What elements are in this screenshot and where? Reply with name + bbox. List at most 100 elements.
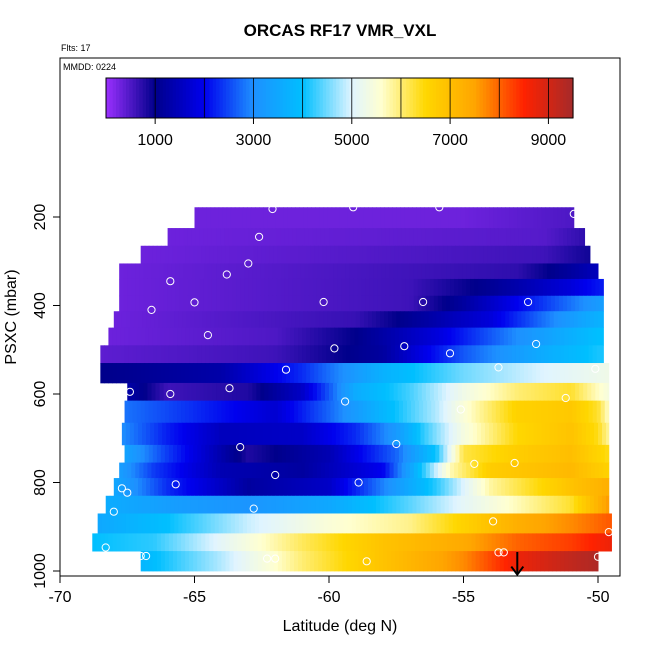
colorbar-swatch [262, 78, 267, 118]
heatmap-cell [167, 263, 173, 280]
heatmap-cell [125, 513, 131, 534]
heatmap-cell [409, 295, 415, 312]
colorbar-swatch [352, 78, 357, 118]
heatmap-cell [318, 400, 323, 424]
heatmap-cell [485, 495, 490, 514]
heatmap-cell [402, 444, 408, 463]
heatmap-cell [606, 513, 611, 534]
colorbar-swatch [482, 78, 487, 118]
heatmap-cell [522, 263, 528, 280]
heatmap-cell [436, 422, 442, 446]
heatmap-cell [382, 245, 388, 264]
heatmap-cell [545, 311, 551, 329]
heatmap-cell [279, 207, 284, 229]
heatmap-cell [347, 422, 353, 446]
heatmap-cell [511, 363, 517, 384]
heatmap-cell [592, 345, 598, 364]
heatmap-cell [394, 327, 400, 346]
heatmap-cell [377, 263, 382, 280]
heatmap-cell [337, 295, 342, 312]
heatmap-cell [290, 363, 295, 384]
heatmap-cell [511, 551, 517, 572]
heatmap-cell [234, 422, 240, 446]
heatmap-cell [401, 263, 407, 280]
heatmap-cell [277, 551, 283, 572]
heatmap-cell [548, 533, 553, 552]
heatmap-cell [377, 295, 382, 312]
heatmap-cell [436, 495, 442, 514]
colorbar-swatch [206, 78, 211, 118]
heatmap-cell [214, 311, 220, 329]
heatmap-cell [413, 382, 419, 402]
heatmap-cell [216, 228, 221, 247]
heatmap-cell [237, 444, 243, 463]
heatmap-cell [571, 295, 576, 312]
colorbar-swatch [286, 78, 291, 118]
heatmap-cell [296, 462, 302, 479]
heatmap-cell [152, 363, 158, 384]
heatmap-cell [287, 495, 292, 514]
heatmap-cell [405, 382, 411, 402]
heatmap-cell [256, 228, 261, 247]
heatmap-cell [350, 327, 356, 346]
heatmap-cell [495, 400, 501, 424]
heatmap-cell [503, 245, 509, 264]
heatmap-cell [357, 263, 362, 280]
heatmap-cell [269, 245, 275, 264]
heatmap-cell [197, 245, 202, 264]
heatmap-cell [135, 462, 140, 479]
colorbar-swatch [329, 78, 334, 118]
heatmap-cell [386, 533, 392, 552]
heatmap-cell [404, 495, 409, 514]
heatmap-cell [404, 478, 409, 497]
heatmap-cell [381, 263, 386, 280]
data-point [255, 232, 264, 241]
heatmap-cell [151, 462, 156, 479]
heatmap-cell [533, 513, 538, 534]
heatmap-cell [421, 278, 427, 297]
heatmap-cell [220, 278, 225, 297]
colorbar-swatch [162, 78, 167, 118]
heatmap-cell [276, 295, 282, 312]
heatmap-cell [312, 263, 318, 280]
heatmap-cell [398, 533, 404, 552]
heatmap-cell [404, 311, 409, 329]
heatmap-cell [216, 278, 221, 297]
heatmap-cell [168, 363, 174, 384]
heatmap-cell [517, 513, 522, 534]
heatmap-cell [210, 495, 216, 514]
heatmap-cell [241, 400, 247, 424]
heatmap-cell [596, 327, 602, 346]
heatmap-cell [334, 327, 339, 346]
heatmap-cell [236, 295, 241, 312]
heatmap-cell [136, 327, 142, 346]
heatmap-cell [261, 444, 267, 463]
heatmap-cell [230, 207, 236, 229]
heatmap-cell [506, 462, 512, 479]
y-tick-label: 600 [32, 381, 49, 408]
heatmap-cell [362, 400, 368, 424]
heatmap-cell [140, 345, 146, 364]
heatmap-cell [350, 245, 356, 264]
heatmap-cell [456, 495, 462, 514]
heatmap-cell [497, 207, 502, 229]
heatmap-cell [493, 422, 498, 446]
heatmap-cell [596, 551, 599, 572]
heatmap-cell [530, 278, 536, 297]
heatmap-cell [443, 345, 448, 364]
heatmap-cell [581, 311, 587, 329]
heatmap-cell [268, 382, 274, 402]
heatmap-cell [186, 422, 191, 446]
colorbar-swatch [442, 78, 447, 118]
heatmap-cell [386, 363, 392, 384]
heatmap-cell [133, 422, 139, 446]
heatmap-cell [203, 462, 209, 479]
heatmap-cell [390, 363, 396, 384]
heatmap-cell [509, 478, 514, 497]
heatmap-cell [349, 278, 354, 297]
heatmap-cell [147, 278, 152, 297]
heatmap-cell [167, 462, 173, 479]
heatmap-cell [529, 311, 534, 329]
heatmap-cell [441, 228, 447, 247]
